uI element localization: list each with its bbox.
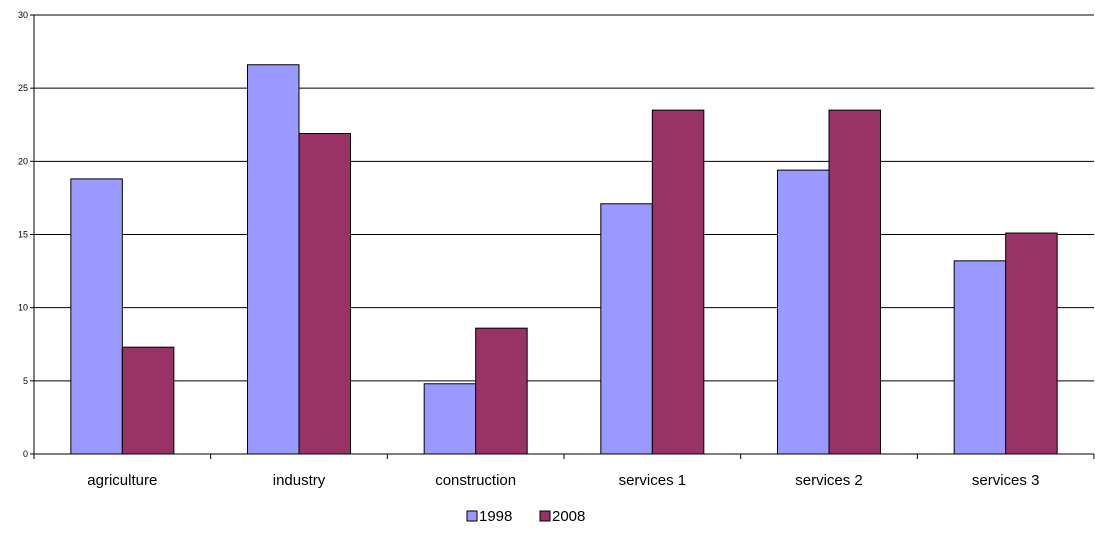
bar-1998-services-3	[953, 260, 1007, 455]
legend-label: 1998	[479, 508, 512, 525]
bar-2008-services-2	[828, 109, 881, 455]
x-category-label: agriculture	[87, 472, 157, 489]
bar-2008-services-1	[651, 109, 705, 455]
x-category-label: construction	[435, 472, 516, 489]
x-category-label: industry	[273, 472, 326, 489]
y-tick-label: 15	[18, 230, 28, 240]
y-tick-label: 10	[18, 303, 28, 313]
bar-2008-industry	[298, 133, 351, 455]
bars	[70, 64, 1058, 455]
x-category-label: services 2	[795, 472, 863, 489]
gridlines	[34, 14, 1094, 382]
y-tick-label: 30	[18, 10, 28, 20]
y-tick-label: 20	[18, 156, 28, 166]
x-category-label: services 3	[972, 472, 1040, 489]
bar-1998-industry	[247, 64, 300, 455]
bar-2008-construction	[475, 327, 528, 455]
bar-1998-services-1	[600, 203, 653, 455]
legend-swatch-2008	[539, 510, 551, 522]
axes: 0 5 10 15 20 25 30 agriculture industry construct…	[18, 10, 1095, 489]
bar-1998-agriculture	[70, 178, 123, 455]
y-tick-label: 0	[23, 449, 28, 459]
bar-1998-construction	[423, 383, 477, 455]
bar-1998-services-2	[777, 169, 830, 455]
x-category-label: services 1	[619, 472, 687, 489]
bar-2008-services-3	[1005, 232, 1058, 455]
bar-2008-agriculture	[121, 346, 175, 455]
y-tick-label: 5	[23, 376, 28, 386]
legend: 1998 2008	[466, 508, 585, 525]
y-tick-label: 25	[18, 83, 28, 93]
legend-swatch-1998	[466, 510, 478, 522]
legend-label: 2008	[552, 508, 585, 525]
